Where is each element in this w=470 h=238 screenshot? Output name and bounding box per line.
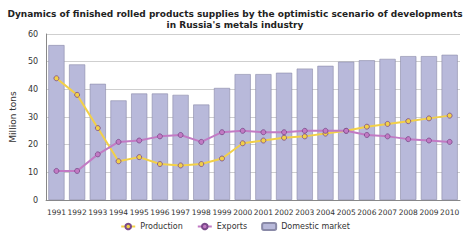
svg-text:2004: 2004	[316, 208, 335, 217]
svg-text:1991: 1991	[47, 208, 66, 217]
svg-text:Domestic market: Domestic market	[281, 222, 350, 231]
svg-text:2002: 2002	[275, 208, 294, 217]
svg-text:1993: 1993	[88, 208, 107, 217]
svg-text:Million tons: Million tons	[8, 91, 18, 143]
svg-text:2009: 2009	[419, 208, 438, 217]
svg-text:1999: 1999	[212, 208, 231, 217]
svg-text:40: 40	[28, 85, 38, 94]
svg-text:1998: 1998	[192, 208, 211, 217]
svg-text:Exports: Exports	[217, 222, 247, 231]
svg-text:1997: 1997	[171, 208, 190, 217]
svg-text:2005: 2005	[337, 208, 356, 217]
svg-text:60: 60	[28, 30, 38, 39]
svg-text:1994: 1994	[109, 208, 128, 217]
svg-text:2001: 2001	[254, 208, 273, 217]
svg-text:20: 20	[28, 140, 38, 149]
svg-text:0: 0	[33, 196, 38, 205]
svg-text:2000: 2000	[233, 208, 252, 217]
svg-text:2007: 2007	[378, 208, 397, 217]
svg-text:1992: 1992	[68, 208, 87, 217]
svg-text:2003: 2003	[295, 208, 314, 217]
svg-text:30: 30	[28, 113, 38, 122]
svg-text:1995: 1995	[130, 208, 149, 217]
svg-text:Production: Production	[140, 222, 183, 231]
svg-text:50: 50	[28, 57, 38, 66]
svg-text:1996: 1996	[150, 208, 169, 217]
svg-text:Dynamics of finished rolled pr: Dynamics of finished rolled products sup…	[7, 9, 462, 19]
svg-text:2006: 2006	[357, 208, 376, 217]
svg-text:10: 10	[28, 168, 38, 177]
svg-text:2010: 2010	[440, 208, 459, 217]
svg-text:2008: 2008	[399, 208, 418, 217]
svg-text:in Russia's metals industry: in Russia's metals industry	[167, 20, 304, 30]
